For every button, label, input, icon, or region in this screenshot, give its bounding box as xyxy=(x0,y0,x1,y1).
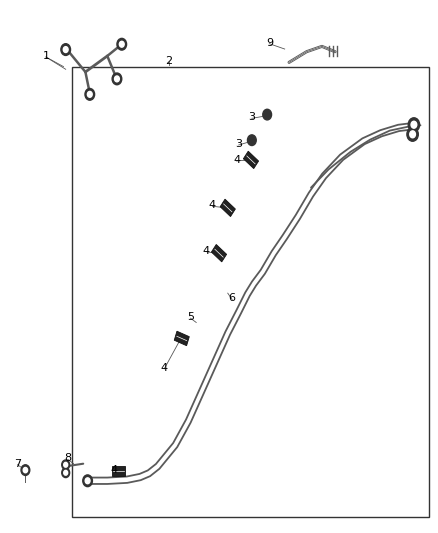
Circle shape xyxy=(117,38,127,50)
Bar xyxy=(220,199,235,216)
Circle shape xyxy=(83,475,92,487)
Text: 4: 4 xyxy=(233,155,240,165)
Text: 7: 7 xyxy=(14,459,21,469)
Circle shape xyxy=(64,471,67,475)
Bar xyxy=(174,331,189,346)
Circle shape xyxy=(85,88,95,100)
Text: 8: 8 xyxy=(64,454,71,463)
Bar xyxy=(112,466,125,476)
Bar xyxy=(72,67,429,517)
Circle shape xyxy=(408,118,420,132)
Circle shape xyxy=(411,122,417,128)
Circle shape xyxy=(410,131,415,138)
Circle shape xyxy=(263,109,272,120)
Text: 9: 9 xyxy=(266,38,273,47)
Bar xyxy=(244,151,258,168)
Text: 6: 6 xyxy=(229,294,236,303)
Circle shape xyxy=(62,460,70,470)
Text: 4: 4 xyxy=(161,363,168,373)
Circle shape xyxy=(61,44,71,55)
Text: 1: 1 xyxy=(42,51,49,61)
Circle shape xyxy=(64,462,67,467)
Circle shape xyxy=(112,73,122,85)
Text: 4: 4 xyxy=(110,465,117,475)
Circle shape xyxy=(85,478,90,484)
Circle shape xyxy=(407,127,418,141)
Circle shape xyxy=(115,76,119,82)
Bar xyxy=(212,245,226,262)
Text: 3: 3 xyxy=(248,112,255,122)
Text: 2: 2 xyxy=(165,56,172,66)
Circle shape xyxy=(62,468,70,478)
Circle shape xyxy=(23,467,28,473)
Text: 4: 4 xyxy=(209,200,216,210)
Circle shape xyxy=(119,42,124,47)
Text: 5: 5 xyxy=(187,312,194,322)
Text: 3: 3 xyxy=(235,139,242,149)
Circle shape xyxy=(247,135,256,146)
Circle shape xyxy=(21,465,30,475)
Circle shape xyxy=(87,92,92,98)
Circle shape xyxy=(63,46,68,53)
Text: 4: 4 xyxy=(202,246,209,255)
